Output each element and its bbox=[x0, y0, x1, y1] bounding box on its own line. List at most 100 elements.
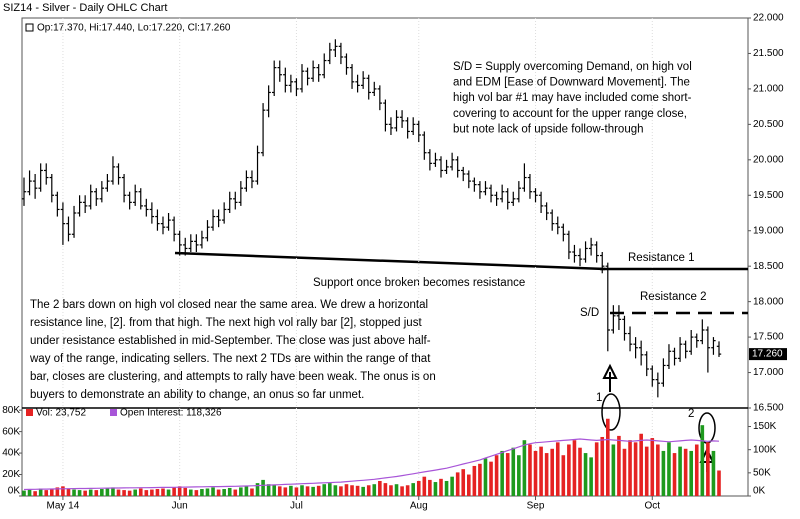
volume-bar bbox=[572, 440, 577, 496]
volume-bar bbox=[183, 487, 188, 496]
volume-bar bbox=[94, 490, 99, 496]
annotation: under resistance established in mid-Sept… bbox=[30, 335, 431, 347]
volume-bar bbox=[494, 455, 499, 496]
volume-bar bbox=[216, 489, 221, 496]
y-tick-label: 18.000 bbox=[753, 296, 784, 307]
y-tick-label: 20.000 bbox=[753, 154, 784, 165]
x-tick-label: Jul bbox=[290, 501, 303, 512]
y-tick-label: 22.000 bbox=[753, 13, 784, 24]
volume-bar bbox=[350, 485, 354, 496]
support-line bbox=[174, 251, 606, 271]
volume-bar bbox=[116, 489, 121, 496]
volume-bar bbox=[622, 448, 627, 496]
volume-bar bbox=[478, 463, 482, 496]
volume-bar bbox=[227, 487, 232, 496]
volume-bar bbox=[22, 490, 26, 496]
volume-bar bbox=[389, 485, 393, 496]
volume-bar bbox=[689, 450, 693, 496]
volume-bar bbox=[433, 482, 438, 496]
volume-bar bbox=[172, 487, 176, 496]
volume-bar bbox=[111, 487, 115, 496]
annotation: buyers to demonstrate an ability to chan… bbox=[30, 389, 364, 401]
volume-bar bbox=[122, 490, 126, 496]
y-tick-label: 20.500 bbox=[753, 119, 784, 130]
volume-bar bbox=[578, 447, 582, 496]
volume-bar bbox=[316, 485, 321, 496]
volume-bar bbox=[127, 490, 132, 496]
y-tick-label: 21.000 bbox=[753, 84, 784, 95]
volume-bar bbox=[77, 490, 82, 496]
annotation: 1 bbox=[596, 392, 602, 404]
volume-bar bbox=[416, 480, 421, 496]
volume-bar bbox=[517, 455, 521, 496]
open-interest-line bbox=[23, 438, 720, 491]
volume-bar bbox=[644, 446, 649, 496]
volume-bar bbox=[455, 472, 460, 496]
volume-bar bbox=[694, 444, 699, 496]
volume-bar bbox=[300, 485, 304, 496]
volume-bar bbox=[522, 440, 527, 496]
volume-bar bbox=[333, 485, 338, 496]
volume-bar bbox=[561, 455, 566, 496]
volume-bar bbox=[678, 446, 682, 496]
volume-bar bbox=[378, 480, 382, 496]
volume-bar bbox=[283, 487, 288, 496]
volume-bar bbox=[511, 447, 516, 496]
volume-bar bbox=[683, 448, 688, 496]
volume-bar bbox=[322, 484, 327, 496]
volume-bar bbox=[27, 489, 32, 496]
last-price-label: 17.260 bbox=[752, 349, 783, 360]
volume-bar bbox=[289, 485, 293, 496]
legend-text: Op:17.370, Hi:17.440, Lo:17.220, Cl:17.2… bbox=[37, 23, 231, 34]
volume-bar bbox=[200, 489, 204, 496]
y-tick-label: 16.500 bbox=[753, 403, 784, 414]
volume-bar bbox=[505, 453, 510, 496]
volume-bar bbox=[255, 483, 260, 496]
volume-bar bbox=[667, 442, 671, 496]
volume-bar bbox=[394, 484, 399, 496]
volume-bar bbox=[606, 418, 610, 496]
volume-bar bbox=[639, 433, 643, 496]
volume-bar bbox=[500, 450, 504, 496]
volume-bar bbox=[428, 479, 432, 496]
y-tick-label: 21.500 bbox=[753, 48, 784, 59]
volume-bar bbox=[589, 457, 593, 496]
volume-bar bbox=[211, 487, 215, 496]
volume-bar bbox=[361, 486, 365, 496]
volume-bar bbox=[61, 486, 65, 496]
y-tick-label: 19.500 bbox=[753, 190, 784, 201]
volume-bar bbox=[461, 469, 466, 496]
volume-bar bbox=[66, 488, 71, 496]
x-tick-label: Sep bbox=[527, 501, 545, 512]
volume-bar bbox=[55, 487, 60, 496]
y-tick-label: 18.500 bbox=[753, 261, 784, 272]
volume-bar bbox=[83, 490, 87, 496]
volume-bar bbox=[539, 446, 543, 496]
annotation: Support once broken becomes resistance bbox=[313, 277, 525, 289]
legend-swatch bbox=[25, 23, 34, 32]
y-tick-label: 40K bbox=[2, 448, 20, 459]
volume-bar bbox=[706, 442, 710, 496]
volume-bar bbox=[528, 444, 532, 496]
volume-bar bbox=[372, 484, 377, 496]
last-price-box bbox=[749, 348, 787, 361]
volume-bar bbox=[144, 490, 149, 496]
volume-bar bbox=[155, 489, 160, 496]
legend-text: Vol: 23,752 bbox=[36, 408, 86, 419]
volume-bar bbox=[661, 450, 666, 496]
legend-text: Open Interest: 118,326 bbox=[120, 408, 222, 419]
y-tick-label: 20K bbox=[2, 469, 20, 480]
volume-bar bbox=[611, 444, 616, 496]
highlight-1 bbox=[601, 393, 621, 431]
volume-bar bbox=[555, 442, 560, 496]
volume-bar bbox=[150, 489, 154, 496]
volume-bar bbox=[489, 461, 493, 496]
volume-bar bbox=[233, 489, 238, 496]
annotation: way of the range, indicating sellers. Th… bbox=[29, 353, 431, 365]
volume-bar bbox=[444, 480, 449, 496]
volume-bar bbox=[294, 487, 299, 496]
annotation: Resistance 1 bbox=[628, 252, 694, 264]
volume-bar bbox=[600, 436, 605, 496]
y-tick-label: 19.000 bbox=[753, 225, 784, 236]
